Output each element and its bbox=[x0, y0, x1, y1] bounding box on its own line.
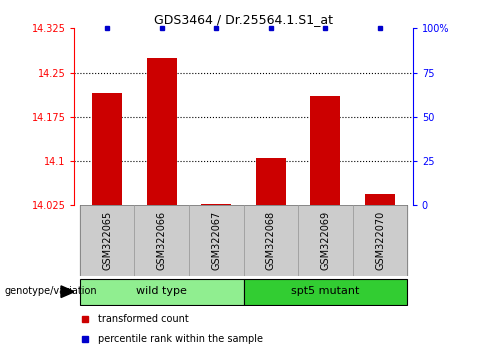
FancyBboxPatch shape bbox=[80, 205, 134, 276]
Bar bbox=[92, 93, 122, 205]
FancyBboxPatch shape bbox=[244, 279, 408, 305]
FancyBboxPatch shape bbox=[134, 205, 189, 276]
Bar bbox=[147, 58, 177, 205]
FancyBboxPatch shape bbox=[244, 205, 298, 276]
Text: GSM322068: GSM322068 bbox=[266, 211, 276, 270]
Bar bbox=[311, 96, 340, 205]
FancyBboxPatch shape bbox=[353, 205, 408, 276]
Text: GSM322070: GSM322070 bbox=[375, 211, 385, 270]
Polygon shape bbox=[61, 286, 74, 297]
FancyBboxPatch shape bbox=[80, 279, 244, 305]
Bar bbox=[201, 204, 231, 205]
Text: transformed count: transformed count bbox=[98, 314, 189, 324]
Text: GSM322066: GSM322066 bbox=[157, 211, 167, 270]
FancyBboxPatch shape bbox=[80, 205, 408, 276]
Bar bbox=[365, 194, 395, 205]
Text: GSM322065: GSM322065 bbox=[102, 211, 112, 270]
Text: genotype/variation: genotype/variation bbox=[5, 286, 97, 296]
FancyBboxPatch shape bbox=[298, 205, 353, 276]
Text: spt5 mutant: spt5 mutant bbox=[291, 286, 360, 296]
Bar bbox=[256, 158, 286, 205]
Title: GDS3464 / Dr.25564.1.S1_at: GDS3464 / Dr.25564.1.S1_at bbox=[154, 13, 333, 26]
Text: percentile rank within the sample: percentile rank within the sample bbox=[98, 334, 263, 344]
Text: wild type: wild type bbox=[136, 286, 187, 296]
Text: GSM322067: GSM322067 bbox=[211, 211, 221, 270]
FancyBboxPatch shape bbox=[189, 205, 244, 276]
Text: GSM322069: GSM322069 bbox=[321, 211, 330, 270]
